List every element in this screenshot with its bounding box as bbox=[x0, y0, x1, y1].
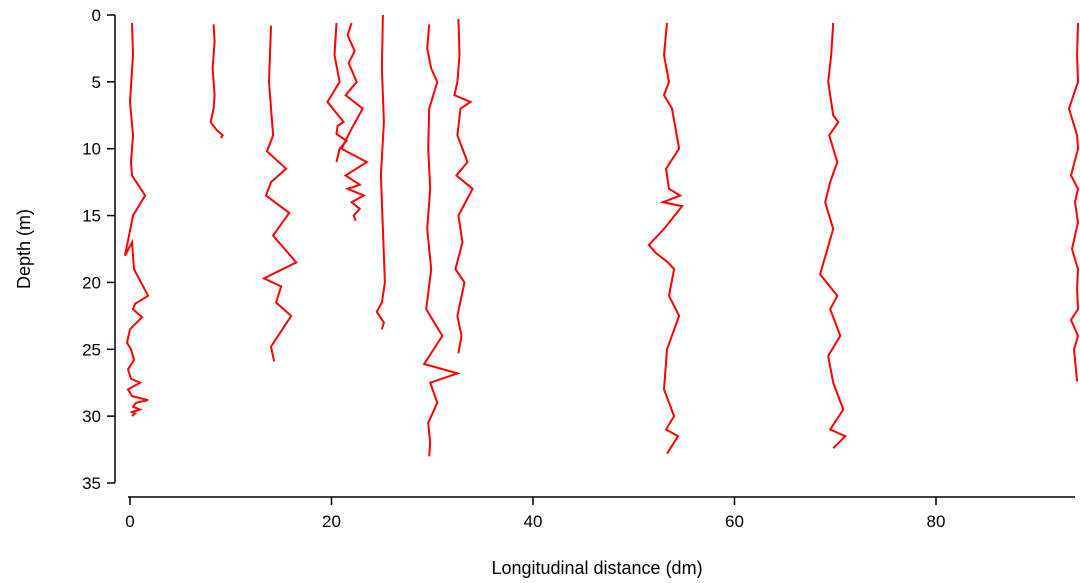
profile-line-10 bbox=[818, 22, 848, 449]
y-tick-label: 20 bbox=[82, 273, 101, 292]
y-tick-label: 25 bbox=[82, 340, 101, 359]
y-tick-label: 5 bbox=[92, 73, 101, 92]
plot-area bbox=[124, 14, 1080, 457]
profile-line-7 bbox=[422, 24, 461, 457]
y-axis-title: Depth (m) bbox=[14, 209, 34, 289]
y-axis: 0 5 10 15 20 25 30 35 bbox=[82, 6, 116, 493]
profile-line-4 bbox=[326, 22, 349, 163]
profile-line-2 bbox=[209, 24, 225, 139]
x-tick-label: 20 bbox=[322, 512, 341, 531]
profile-line-6 bbox=[375, 14, 386, 330]
y-tick-label: 35 bbox=[82, 474, 101, 493]
profile-line-1 bbox=[124, 22, 150, 417]
profile-line-11 bbox=[1067, 22, 1080, 382]
x-tick-label: 0 bbox=[125, 512, 134, 531]
profile-line-9 bbox=[647, 22, 684, 455]
profile-line-8 bbox=[453, 18, 474, 354]
x-tick-label: 60 bbox=[725, 512, 744, 531]
x-axis-title: Longitudinal distance (dm) bbox=[491, 558, 702, 578]
profile-line-5 bbox=[340, 22, 369, 222]
y-tick-label: 10 bbox=[82, 140, 101, 159]
x-tick-label: 80 bbox=[927, 512, 946, 531]
y-tick-label: 30 bbox=[82, 407, 101, 426]
y-tick-label: 15 bbox=[82, 207, 101, 226]
x-axis: 0 20 40 60 80 bbox=[125, 496, 1075, 531]
x-tick-label: 40 bbox=[524, 512, 543, 531]
y-tick-label: 0 bbox=[92, 6, 101, 25]
profile-line-3 bbox=[261, 25, 298, 362]
